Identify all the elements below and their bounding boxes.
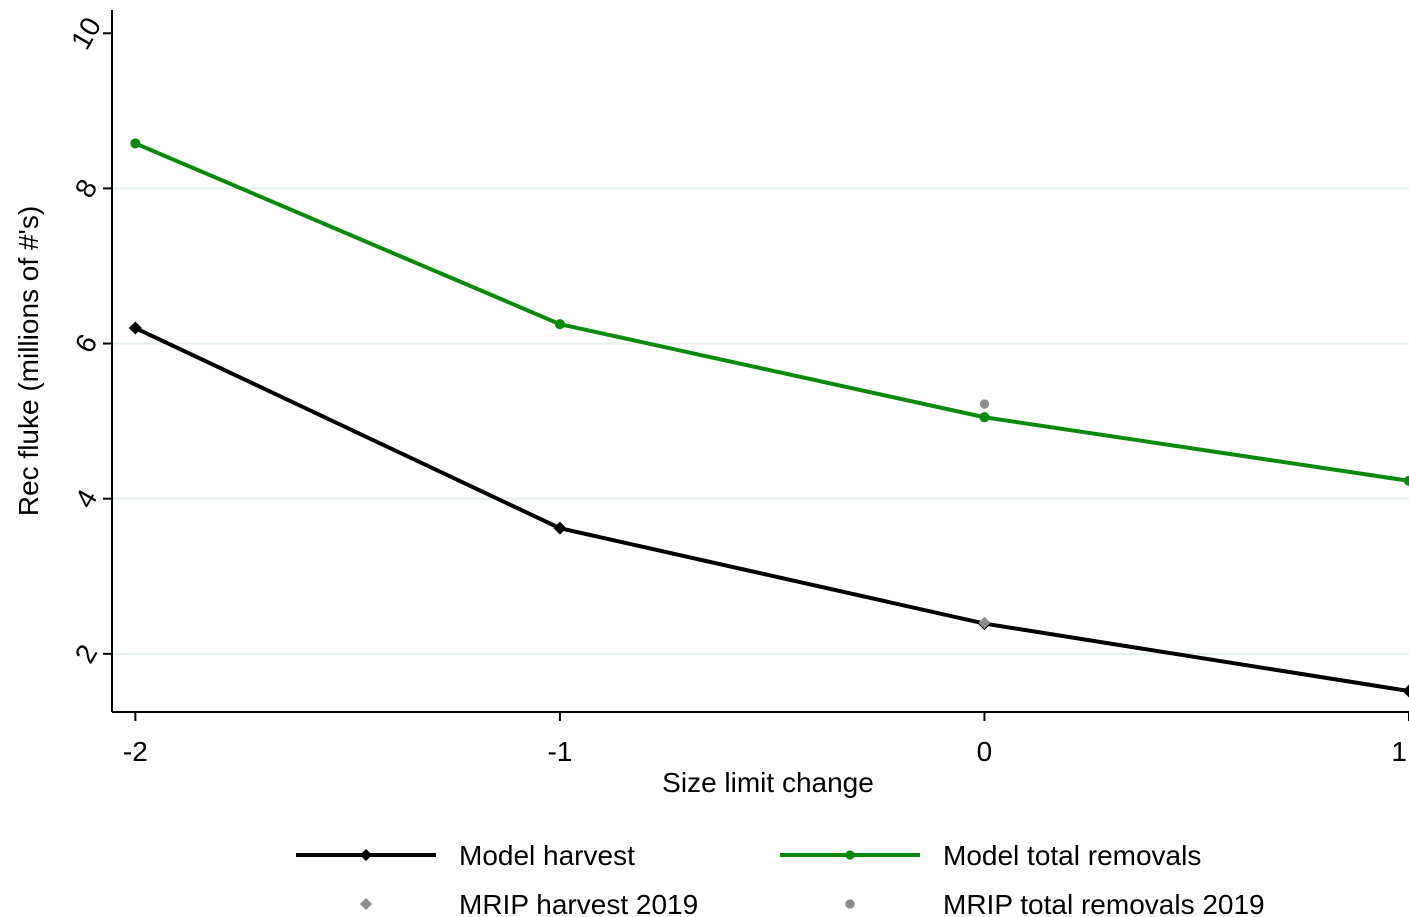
x-tick-label: 0 — [977, 736, 993, 767]
data-point — [553, 521, 567, 535]
data-point — [1403, 475, 1409, 486]
data-point — [130, 138, 141, 149]
series-line — [134, 141, 1409, 483]
series-lines — [134, 141, 1409, 694]
legend-label: MRIP harvest 2019 — [459, 889, 698, 917]
data-point — [554, 319, 565, 330]
series-line — [134, 326, 1409, 694]
legend-swatch-marker — [360, 849, 372, 861]
legend-swatch-marker — [360, 898, 372, 910]
legend-label: MRIP total removals 2019 — [943, 889, 1265, 917]
y-tick-label: 4 — [69, 484, 104, 513]
x-tick-label: 1 — [1391, 736, 1407, 767]
x-ticks: -2 -1 0 1 — [123, 712, 1409, 767]
data-point — [128, 321, 142, 335]
y-tick-label: 6 — [69, 329, 104, 358]
legend-item: MRIP harvest 2019 — [360, 889, 698, 917]
legend-label: Model total removals — [943, 840, 1201, 871]
x-tick-label: -2 — [123, 736, 148, 767]
axes — [111, 10, 1409, 713]
y-ticks: 2 4 6 8 10 — [65, 12, 112, 668]
data-point — [1402, 684, 1409, 698]
y-axis-title: Rec fluke (millions of #'s) — [13, 206, 44, 516]
legend-item: Model total removals — [780, 840, 1201, 871]
x-axis-title: Size limit change — [662, 767, 874, 798]
legend-item: MRIP total removals 2019 — [845, 889, 1265, 917]
legend: Model harvest Model total removals MRIP ha… — [296, 840, 1265, 917]
legend-swatch-marker — [845, 850, 855, 860]
y-tick-label: 2 — [69, 639, 104, 668]
series-markers — [128, 138, 1409, 698]
legend-swatch-marker — [845, 899, 855, 909]
data-point — [979, 412, 990, 423]
y-tick-label: 10 — [65, 12, 107, 54]
gridlines — [113, 187, 1409, 655]
data-point — [979, 399, 990, 409]
legend-label: Model harvest — [459, 840, 635, 871]
y-tick-label: 8 — [69, 174, 104, 203]
legend-item: Model harvest — [296, 840, 635, 871]
x-tick-label: -1 — [547, 736, 572, 767]
data-point — [978, 616, 991, 629]
